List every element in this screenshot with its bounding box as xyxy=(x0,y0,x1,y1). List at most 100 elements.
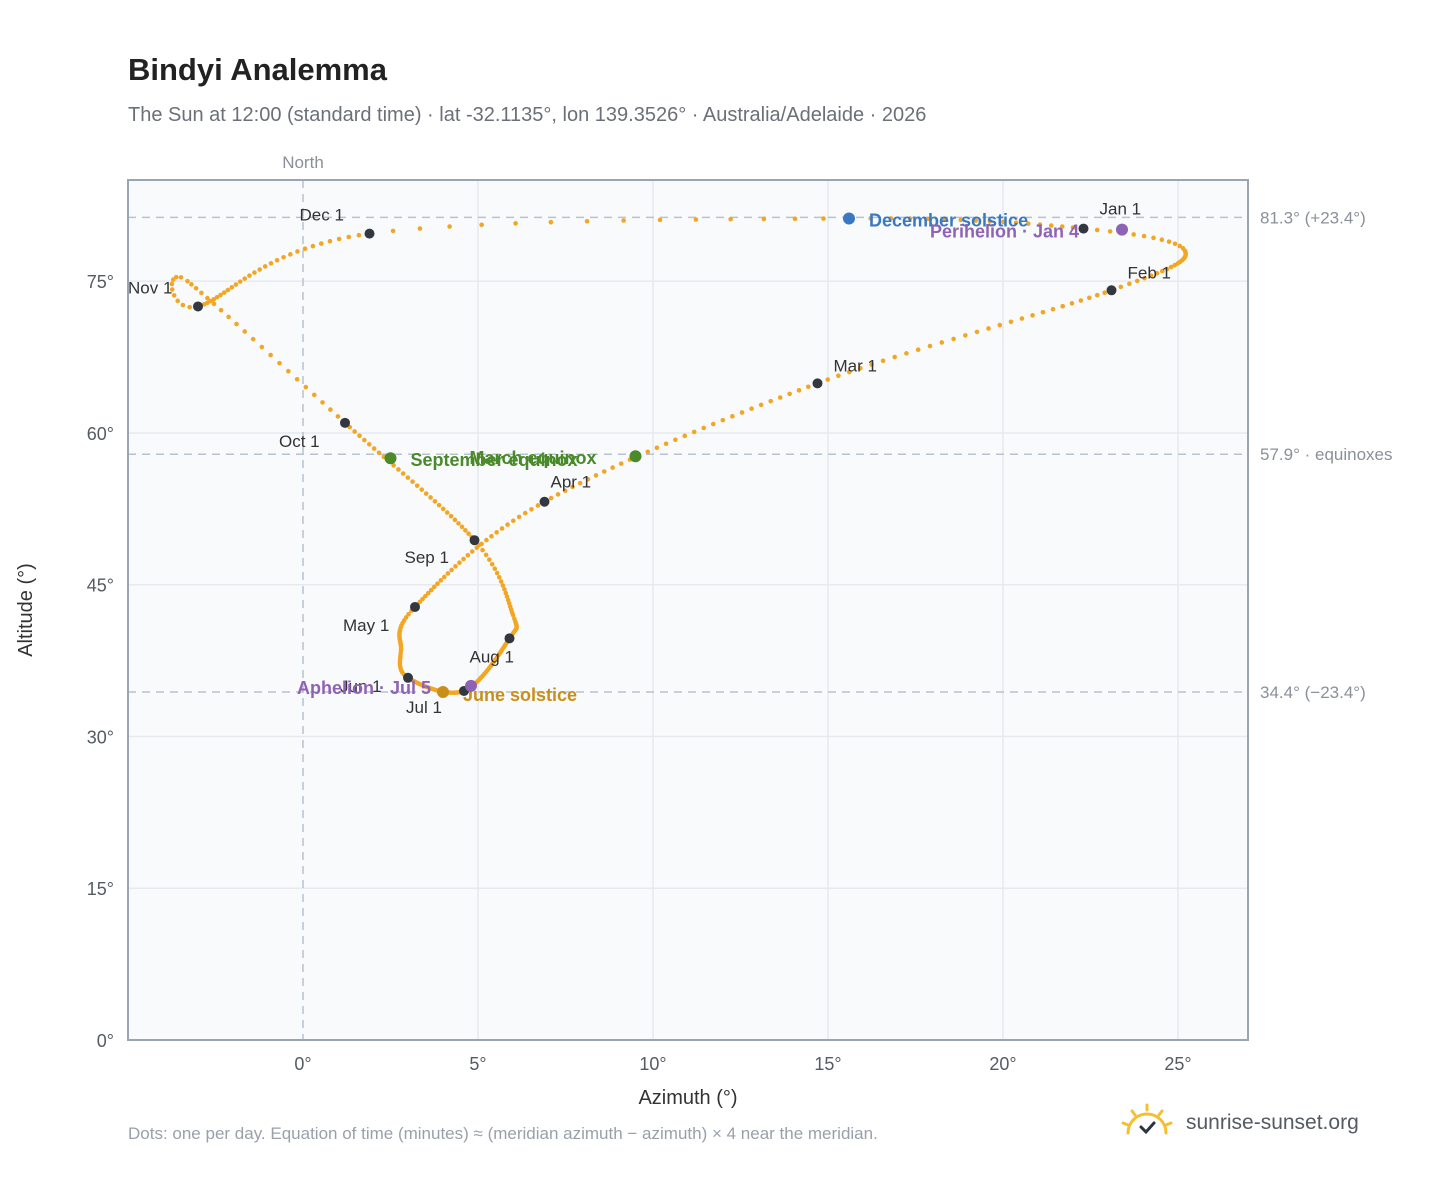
sun-logo-icon xyxy=(1121,1103,1173,1135)
month-label: May 1 xyxy=(343,616,389,635)
daily-sun-dot xyxy=(336,236,342,242)
daily-sun-dot xyxy=(479,222,484,228)
daily-sun-dot xyxy=(1134,278,1140,284)
reference-label: 34.4° (−23.4°) xyxy=(1260,683,1366,702)
daily-sun-dot xyxy=(211,297,217,302)
daily-sun-dot xyxy=(963,333,968,338)
y-axis-title: Altitude (°) xyxy=(15,563,37,657)
daily-sun-dot xyxy=(328,407,333,412)
daily-sun-dot xyxy=(268,352,273,358)
footer-note: Dots: one per day. Equation of time (min… xyxy=(128,1124,878,1143)
daily-sun-dot xyxy=(728,216,733,222)
daily-sun-dot xyxy=(621,218,626,223)
daily-sun-dot xyxy=(435,581,440,586)
daily-sun-dot xyxy=(318,241,324,246)
x-tick-label: 15° xyxy=(814,1054,841,1074)
y-tick-label: 60° xyxy=(87,424,114,444)
daily-sun-dot xyxy=(225,287,231,293)
daily-sun-dot xyxy=(1078,298,1084,303)
y-tick-label: 45° xyxy=(87,576,114,596)
daily-sun-dot xyxy=(610,465,615,470)
event-label: Perihelion · Jan 4 xyxy=(930,222,1079,242)
reference-label: 57.9° · equinoxes xyxy=(1260,445,1393,464)
month-label: Jul 1 xyxy=(406,698,442,717)
daily-sun-dot xyxy=(796,388,802,393)
daily-sun-dot xyxy=(821,216,826,221)
daily-sun-dot xyxy=(529,506,534,512)
daily-sun-dot xyxy=(346,234,352,240)
daily-sun-dot xyxy=(438,578,444,583)
daily-sun-dot xyxy=(366,441,372,447)
daily-sun-dot xyxy=(974,329,980,335)
daily-sun-dot xyxy=(320,400,325,405)
daily-sun-dot xyxy=(199,290,204,296)
brand[interactable]: sunrise-sunset.org xyxy=(1120,1100,1359,1146)
plot-frame xyxy=(127,179,1249,1041)
daily-sun-dot xyxy=(449,567,454,573)
daily-sun-dot xyxy=(400,471,406,476)
reference-label: 81.3° (+23.4°) xyxy=(1260,208,1366,227)
daily-sun-dot xyxy=(436,502,442,508)
chart-title: Bindyi Analemma xyxy=(128,52,387,87)
month-marker xyxy=(1078,223,1089,234)
daily-sun-dot xyxy=(663,441,669,447)
daily-sun-dot xyxy=(169,287,175,292)
y-tick-label: 75° xyxy=(87,272,114,292)
daily-sun-dot xyxy=(214,294,220,300)
daily-sun-dot xyxy=(904,351,909,356)
daily-sun-dot xyxy=(277,360,282,366)
daily-sun-dot xyxy=(371,446,377,451)
daily-sun-dot xyxy=(942,217,948,222)
event-label: December solstice xyxy=(869,210,1028,230)
daily-sun-dot xyxy=(730,413,735,419)
daily-sun-dot xyxy=(925,216,931,222)
daily-sun-dot xyxy=(1094,227,1100,233)
daily-sun-dot xyxy=(846,369,852,375)
daily-sun-dot xyxy=(250,336,256,342)
daily-sun-dot xyxy=(691,429,697,435)
daily-sun-dot xyxy=(259,344,265,350)
brand-text: sunrise-sunset.org xyxy=(1186,1111,1359,1134)
daily-sun-dot xyxy=(448,513,454,519)
month-marker xyxy=(539,496,550,507)
daily-sun-dot xyxy=(169,281,175,287)
daily-sun-dot xyxy=(1070,225,1076,230)
daily-sun-dot xyxy=(311,392,317,398)
daily-sun-dot xyxy=(1102,290,1107,296)
daily-sun-dot xyxy=(555,492,561,497)
daily-sun-dot xyxy=(221,290,227,295)
month-label: Feb 1 xyxy=(1128,263,1171,282)
month-marker xyxy=(410,601,420,612)
month-marker xyxy=(403,672,413,683)
daily-sun-dot xyxy=(286,368,291,374)
daily-sun-dot xyxy=(1168,264,1174,270)
daily-sun-dot xyxy=(452,517,458,523)
daily-sun-dot xyxy=(1142,275,1147,281)
daily-sun-dot xyxy=(288,252,293,257)
daily-sun-dot xyxy=(414,483,420,488)
x-tick-label: 5° xyxy=(469,1054,486,1074)
daily-sun-dot xyxy=(618,461,624,466)
daily-sun-dot xyxy=(1025,221,1031,226)
daily-sun-dot xyxy=(593,473,599,478)
daily-sun-dot xyxy=(432,499,438,504)
daily-sun-dot xyxy=(469,549,475,554)
daily-sun-dot xyxy=(1069,301,1075,306)
month-marker xyxy=(504,633,515,644)
daily-sun-dot xyxy=(281,254,286,260)
daily-sun-dot xyxy=(701,425,707,431)
daily-sun-dot xyxy=(585,476,591,482)
x-tick-label: 0° xyxy=(294,1054,311,1074)
daily-sun-dot xyxy=(242,329,248,334)
daily-sun-dot xyxy=(601,469,607,474)
event-marker xyxy=(384,452,397,465)
daily-sun-dot xyxy=(1151,235,1156,241)
daily-sun-dot xyxy=(907,216,913,221)
daily-sun-dot xyxy=(453,564,458,569)
daily-sun-dot xyxy=(444,510,450,515)
event-label: June solstice xyxy=(463,685,577,705)
daily-sun-dot xyxy=(189,282,194,287)
daily-sun-dot xyxy=(428,495,433,500)
daily-sun-dot xyxy=(175,298,181,304)
month-marker xyxy=(1106,285,1117,296)
